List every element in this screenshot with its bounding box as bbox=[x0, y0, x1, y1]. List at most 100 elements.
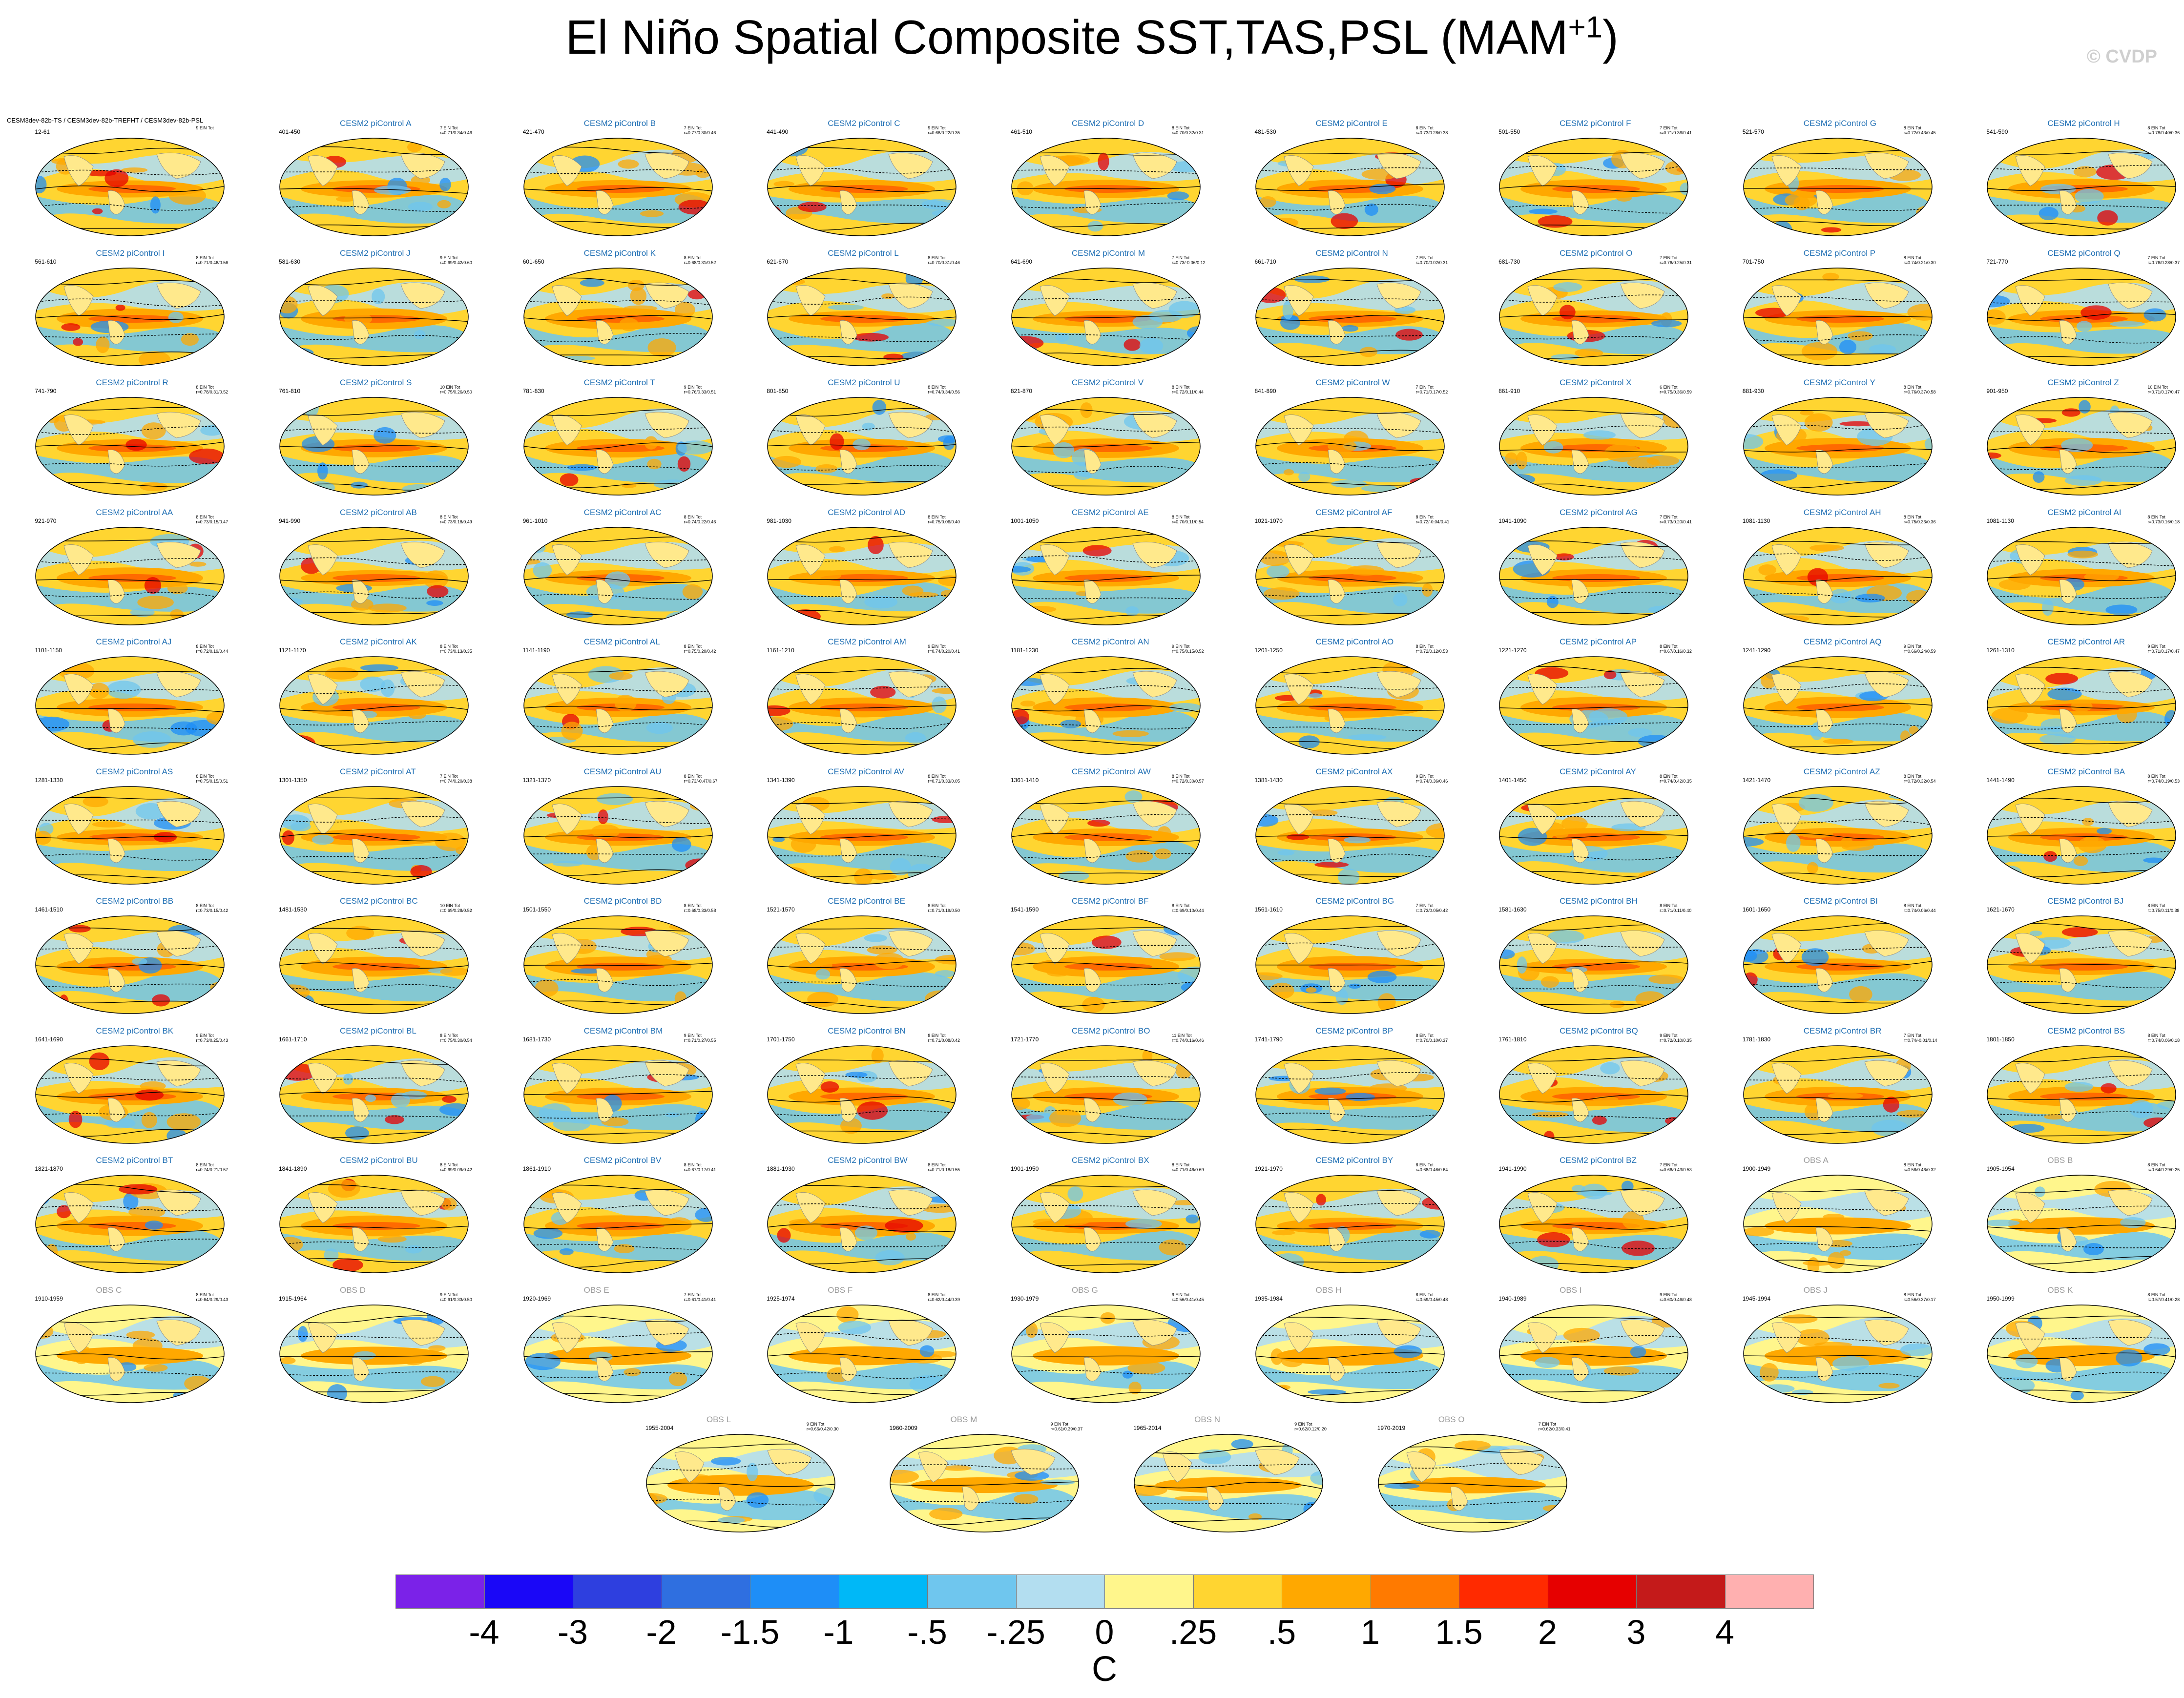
panel-years: 581-630 bbox=[279, 258, 301, 265]
panel-years: 1781-1830 bbox=[1742, 1035, 1771, 1043]
panel-stats: 9 ElN Tot r=0.74/0.36/0.46 bbox=[1415, 773, 1448, 784]
colorbar-bin bbox=[1725, 1574, 1814, 1609]
panel-years: 1001-1050 bbox=[1010, 517, 1039, 524]
composite-map bbox=[1255, 786, 1445, 885]
panel-stats: 8 ElN Tot r=0.64/0.29/0.25 bbox=[2147, 1162, 2180, 1173]
composite-map bbox=[279, 397, 469, 496]
composite-map bbox=[523, 1175, 713, 1274]
panel-stats: 6 ElN Tot r=0.75/0.36/0.59 bbox=[1660, 385, 1692, 395]
panel-stats: 8 ElN Tot r=0.73/0.28/0.38 bbox=[1415, 125, 1448, 136]
panel-years: 1681-1730 bbox=[522, 1035, 551, 1043]
panel-stats: 8 ElN Tot r=0.74/0.22/0.46 bbox=[684, 514, 716, 524]
panel-years: 1481-1530 bbox=[279, 906, 307, 913]
composite-map bbox=[767, 786, 957, 885]
panel-stats: 8 ElN Tot r=0.68/0.46/0.64 bbox=[1415, 1162, 1448, 1173]
panel-years: 1641-1690 bbox=[35, 1035, 63, 1043]
panel-title: CESM2 piControl BL bbox=[340, 1026, 416, 1035]
panel-title: CESM2 piControl BI bbox=[1803, 896, 1878, 906]
composite-map bbox=[523, 397, 713, 496]
panel-stats: 8 ElN Tot r=0.70/0.31/0.46 bbox=[928, 255, 960, 265]
panel-title: OBS H bbox=[1315, 1285, 1342, 1295]
composite-map bbox=[1255, 915, 1445, 1015]
composite-map bbox=[767, 1305, 957, 1403]
panel-years: 961-1010 bbox=[522, 517, 548, 524]
panel-years: 1541-1590 bbox=[1010, 906, 1039, 913]
panel-title: OBS C bbox=[96, 1285, 122, 1295]
panel-years: 1401-1450 bbox=[1498, 776, 1527, 784]
panel-title: CESM2 piControl R bbox=[96, 378, 168, 388]
composite-map bbox=[279, 268, 469, 366]
panel-years: 521-570 bbox=[1742, 128, 1764, 136]
panel-years: 1841-1890 bbox=[279, 1165, 307, 1173]
panel-years: 741-790 bbox=[35, 388, 57, 395]
panel-stats: 7 ElN Tot r=0.76/0.28/0.37 bbox=[2147, 255, 2180, 265]
panel-title: CESM2 piControl AA bbox=[96, 507, 173, 517]
composite-map bbox=[646, 1434, 835, 1533]
panel-title: CESM2 piControl BW bbox=[828, 1156, 908, 1165]
composite-map bbox=[1743, 138, 1933, 236]
panel-title: CESM2 piControl M bbox=[1071, 248, 1145, 258]
panel-title: CESM2 piControl AD bbox=[828, 507, 905, 517]
panel-years: 1910-1959 bbox=[35, 1295, 63, 1302]
panel-title: CESM2 piControl K bbox=[583, 248, 656, 258]
panel-stats: 7 ElN Tot r=0.70/0.02/0.31 bbox=[1415, 255, 1448, 265]
panel-title: CESM2 piControl BN bbox=[828, 1026, 906, 1035]
panel-stats: 8 ElN Tot r=0.71/0.18/0.55 bbox=[928, 1162, 960, 1173]
panel-stats: 8 ElN Tot r=0.76/0.37/0.58 bbox=[1903, 385, 1936, 395]
panel-stats: 8 ElN Tot r=0.73/0.13/0.35 bbox=[440, 644, 472, 654]
panel-stats: 7 ElN Tot r=0.71/0.17/0.52 bbox=[1415, 385, 1448, 395]
composite-map bbox=[523, 527, 713, 625]
colorbar-bin bbox=[838, 1574, 928, 1609]
panel-title: CESM2 piControl BB bbox=[96, 896, 174, 906]
composite-map bbox=[1743, 786, 1933, 885]
composite-map bbox=[1377, 1434, 1567, 1533]
composite-map bbox=[1255, 1045, 1445, 1144]
panel-stats: 8 ElN Tot r=0.75/0.06/0.40 bbox=[928, 514, 960, 524]
composite-map bbox=[1743, 656, 1933, 755]
panel-title: CESM2 piControl L bbox=[828, 248, 899, 258]
panel-stats: 8 ElN Tot r=0.74/0.21/0.30 bbox=[1903, 255, 1936, 265]
panel-title: CESM2 piControl BV bbox=[583, 1156, 662, 1165]
composite-map bbox=[767, 527, 957, 625]
panel-years: 1181-1230 bbox=[1010, 647, 1039, 654]
panel-stats: 8 ElN Tot r=0.74/0.21/0.57 bbox=[196, 1162, 229, 1173]
composite-map bbox=[767, 915, 957, 1015]
panel-years: 881-930 bbox=[1742, 388, 1764, 395]
panel-title: OBS D bbox=[340, 1285, 366, 1295]
panel-years: 1881-1930 bbox=[767, 1165, 795, 1173]
panel-title: CESM2 piControl AK bbox=[340, 637, 417, 647]
colorbar-bin bbox=[1282, 1574, 1371, 1609]
panel-years: 1721-1770 bbox=[1010, 1035, 1039, 1043]
composite-map bbox=[1011, 1175, 1201, 1274]
colorbar-bin bbox=[1193, 1574, 1282, 1609]
panel-years: 1081-1130 bbox=[1742, 517, 1770, 524]
panel-years: 1701-1750 bbox=[767, 1035, 795, 1043]
panel-years: 1301-1350 bbox=[279, 776, 307, 784]
panel-years: 1925-1974 bbox=[767, 1295, 795, 1302]
panel-years: 1421-1470 bbox=[1742, 776, 1771, 784]
panel-stats: 8 ElN Tot r=0.74/0.34/0.56 bbox=[928, 385, 960, 395]
panel-years: 1081-1130 bbox=[1986, 517, 2014, 524]
figure-title: El Niño Spatial Composite SST,TAS,PSL (M… bbox=[0, 10, 2184, 65]
composite-map bbox=[35, 1175, 225, 1274]
panel-title: OBS L bbox=[706, 1415, 731, 1425]
composite-map bbox=[1987, 268, 2177, 366]
composite-map bbox=[35, 397, 225, 496]
panel-title: CESM2 piControl AB bbox=[340, 507, 417, 517]
panel-title: OBS A bbox=[1803, 1156, 1829, 1165]
panel-years: 1461-1510 bbox=[35, 906, 63, 913]
panel-stats: 10 ElN Tot r=0.69/0.28/0.52 bbox=[440, 903, 472, 913]
panel-title: CESM2 piControl BR bbox=[1803, 1026, 1882, 1035]
colorbar-tick-label: 2 bbox=[1538, 1613, 1557, 1651]
composite-map bbox=[1011, 915, 1201, 1015]
panel-stats: 8 ElN Tot r=0.64/0.29/0.43 bbox=[196, 1292, 229, 1302]
panel-stats: 8 ElN Tot r=0.73/0.15/0.42 bbox=[196, 903, 229, 913]
panel-title: OBS F bbox=[828, 1285, 853, 1295]
panel-years: 1021-1070 bbox=[1254, 517, 1283, 524]
panel-years: 1905-1954 bbox=[1986, 1165, 2015, 1173]
panel-stats: 7 ElN Tot r=0.73/0.20/0.41 bbox=[1660, 514, 1692, 524]
panel-years: 1861-1910 bbox=[522, 1165, 551, 1173]
colorbar-tick-label: 3 bbox=[1626, 1613, 1646, 1651]
panel-title: CESM2 piControl BX bbox=[1071, 1156, 1149, 1165]
composite-map bbox=[279, 1045, 469, 1144]
